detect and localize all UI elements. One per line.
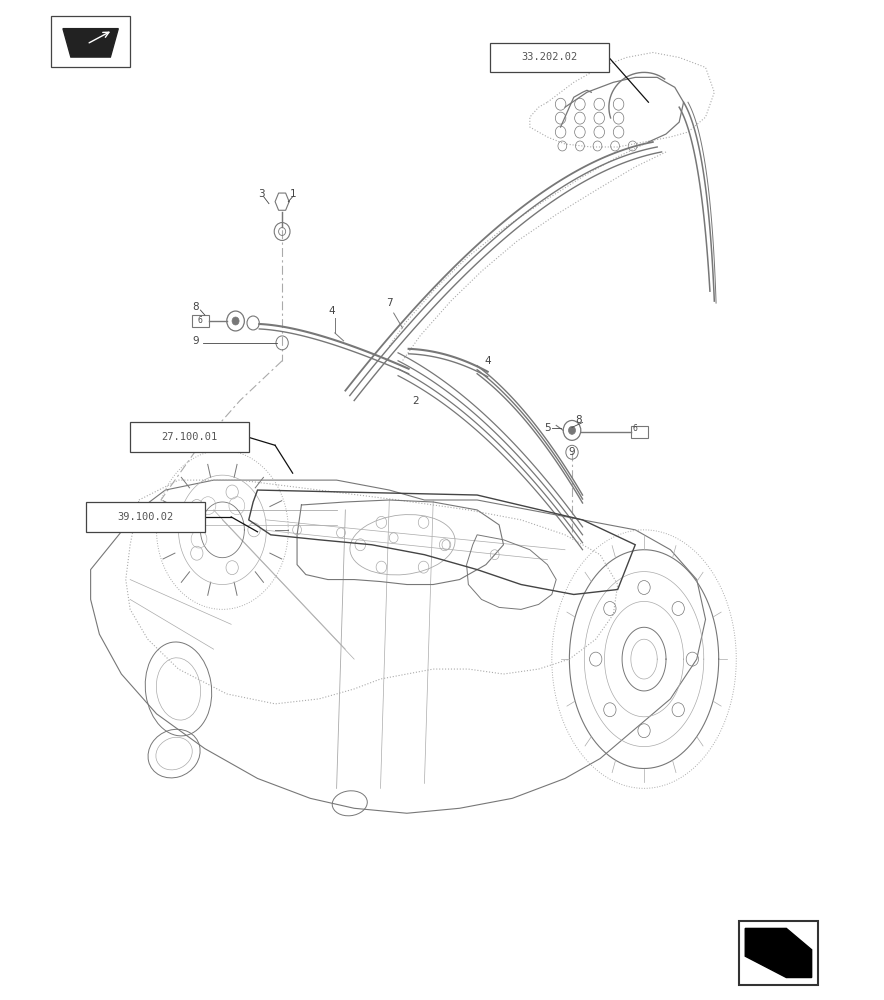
Text: 3: 3: [259, 189, 265, 199]
FancyBboxPatch shape: [87, 502, 205, 532]
FancyBboxPatch shape: [51, 16, 130, 67]
Circle shape: [232, 317, 239, 325]
Text: 8: 8: [193, 302, 200, 312]
Text: 6: 6: [198, 316, 202, 325]
Text: 9: 9: [568, 447, 575, 457]
Text: 27.100.01: 27.100.01: [161, 432, 217, 442]
Text: 33.202.02: 33.202.02: [522, 52, 578, 62]
FancyBboxPatch shape: [192, 315, 210, 327]
FancyBboxPatch shape: [491, 43, 609, 72]
Text: 5: 5: [544, 423, 551, 433]
Text: 1: 1: [289, 189, 296, 199]
FancyBboxPatch shape: [130, 422, 248, 452]
Text: 8: 8: [575, 415, 583, 425]
FancyBboxPatch shape: [739, 921, 818, 985]
Polygon shape: [745, 928, 812, 978]
Text: 4: 4: [484, 356, 491, 366]
Text: 2: 2: [412, 396, 419, 406]
Text: 7: 7: [386, 298, 392, 308]
Text: 9: 9: [193, 336, 200, 346]
Text: 4: 4: [329, 306, 336, 316]
Text: 6: 6: [633, 424, 637, 433]
FancyBboxPatch shape: [631, 426, 649, 438]
Circle shape: [568, 426, 575, 434]
Text: 39.100.02: 39.100.02: [118, 512, 173, 522]
Polygon shape: [63, 29, 118, 57]
